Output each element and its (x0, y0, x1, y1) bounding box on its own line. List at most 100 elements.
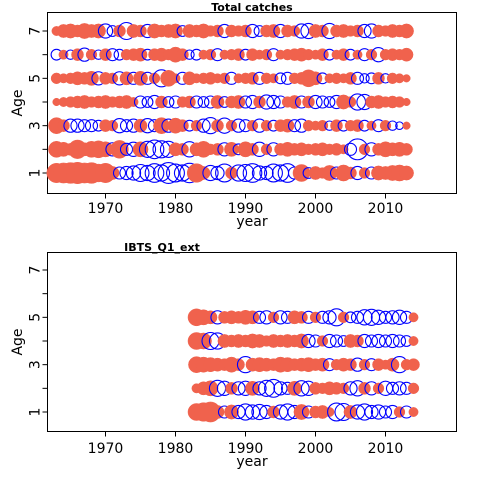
residual-bubble (197, 96, 210, 108)
residual-bubble (393, 406, 406, 418)
residual-bubble (189, 95, 204, 109)
residual-bubble (273, 310, 288, 325)
residual-bubble (229, 164, 248, 182)
panel-ibts-q1-ext: IBTS_Q1_ext year Age 1970 1980 1990 2000 201… (10, 241, 457, 470)
residual-bubble (157, 162, 180, 184)
residual-bubble (238, 95, 253, 109)
residual-bubble (257, 379, 276, 397)
residual-bubble (350, 71, 365, 85)
residual-bubble (301, 333, 316, 349)
residual-bubble (138, 140, 157, 158)
residual-bubble (399, 23, 414, 39)
residual-bubble (402, 74, 411, 83)
x-tick-label: 2000 (298, 201, 334, 217)
residual-bubble (293, 380, 310, 397)
residual-bubble (399, 47, 414, 62)
residual-bubble (316, 24, 329, 38)
residual-bubble (343, 381, 358, 396)
residual-bubble (211, 119, 224, 132)
residual-bubble (252, 310, 267, 324)
residual-bubble (232, 358, 245, 371)
residual-bubble (264, 163, 283, 183)
y-tick-label: 5 (28, 74, 44, 83)
residual-bubble (280, 118, 295, 133)
residual-bubble (402, 97, 411, 107)
residual-bubble (385, 333, 400, 349)
residual-bubble (378, 405, 393, 419)
residual-bubble (359, 73, 370, 84)
residual-bubble (274, 72, 287, 85)
plot-frame (47, 252, 457, 432)
x-tick-label: 2010 (368, 201, 404, 217)
residual-bubble (242, 163, 263, 183)
residual-bubble (245, 23, 260, 39)
residual-bubble (371, 333, 386, 349)
residual-bubble (260, 49, 273, 61)
residual-bubble (144, 139, 165, 160)
residual-bubble (139, 164, 156, 182)
residual-bubble (105, 48, 120, 62)
residual-bubble (251, 403, 268, 421)
residual-bubble (210, 165, 225, 181)
residual-bubble (231, 95, 246, 109)
residual-bubble (236, 403, 255, 421)
residual-bubble (133, 70, 148, 86)
residual-bubble (385, 357, 400, 372)
x-tick-label: 1990 (228, 201, 264, 217)
residual-bubble (344, 311, 357, 324)
residual-bubble (344, 72, 357, 85)
chart-title: Total catches (211, 1, 293, 14)
residual-bubble (315, 357, 330, 372)
residual-bubble (350, 310, 365, 324)
y-tick-label: 7 (28, 27, 44, 36)
residual-bubble (112, 166, 127, 180)
residual-bubble (364, 334, 379, 348)
residual-bubble (119, 119, 134, 133)
residual-bubble (119, 142, 134, 156)
residual-bubble (236, 163, 255, 183)
x-tick-label: 1980 (158, 201, 194, 217)
residual-bubble (119, 71, 134, 86)
residual-bubble (245, 310, 260, 325)
y-tick-label: 3 (27, 121, 43, 130)
residual-bubble (195, 332, 212, 350)
residual-bubble (231, 118, 246, 133)
y-axis: 1 3 5 7 (27, 27, 48, 177)
residual-bubble (378, 310, 393, 324)
residual-bubble (343, 142, 358, 156)
residual-bubble (391, 309, 408, 325)
y-tick-label: 3 (28, 360, 44, 369)
panel-total-catches: Total catches year Age 1970 1980 1990 2000 2… (10, 1, 457, 230)
residual-bubble (231, 381, 246, 396)
residual-bubble (357, 23, 372, 39)
x-tick-label: 1970 (88, 201, 124, 217)
chart-title: IBTS_Q1_ext (124, 241, 200, 254)
residual-bubble (408, 312, 419, 323)
residual-bubble (324, 407, 335, 417)
plot-frame (47, 12, 457, 194)
x-tick-label: 1980 (158, 441, 194, 457)
y-axis-title: Age (10, 89, 26, 116)
residual-bubble (166, 163, 185, 183)
residual-bubble (63, 118, 78, 133)
residual-bubble (407, 358, 420, 371)
residual-bubble (132, 141, 149, 158)
residual-bubble (400, 143, 413, 156)
residual-bubble (287, 380, 302, 396)
residual-bubble (273, 381, 288, 396)
residual-bubble (184, 49, 195, 60)
residual-bubble (295, 311, 308, 324)
residual-bubble (287, 95, 302, 109)
residual-bubble (210, 405, 225, 419)
x-axis-title: year (236, 454, 267, 470)
y-axis-title: Age (10, 328, 26, 355)
residual-bubble (70, 118, 85, 133)
residual-bubble (105, 166, 120, 180)
residual-bubble (58, 49, 69, 60)
x-axis: 1970 1980 1990 2000 2010 (88, 193, 404, 217)
residual-bubble (183, 95, 196, 109)
residual-bubble (84, 119, 99, 133)
residual-bubble (97, 23, 114, 39)
x-tick-label: 2010 (368, 441, 404, 457)
residual-bubble (176, 143, 189, 156)
